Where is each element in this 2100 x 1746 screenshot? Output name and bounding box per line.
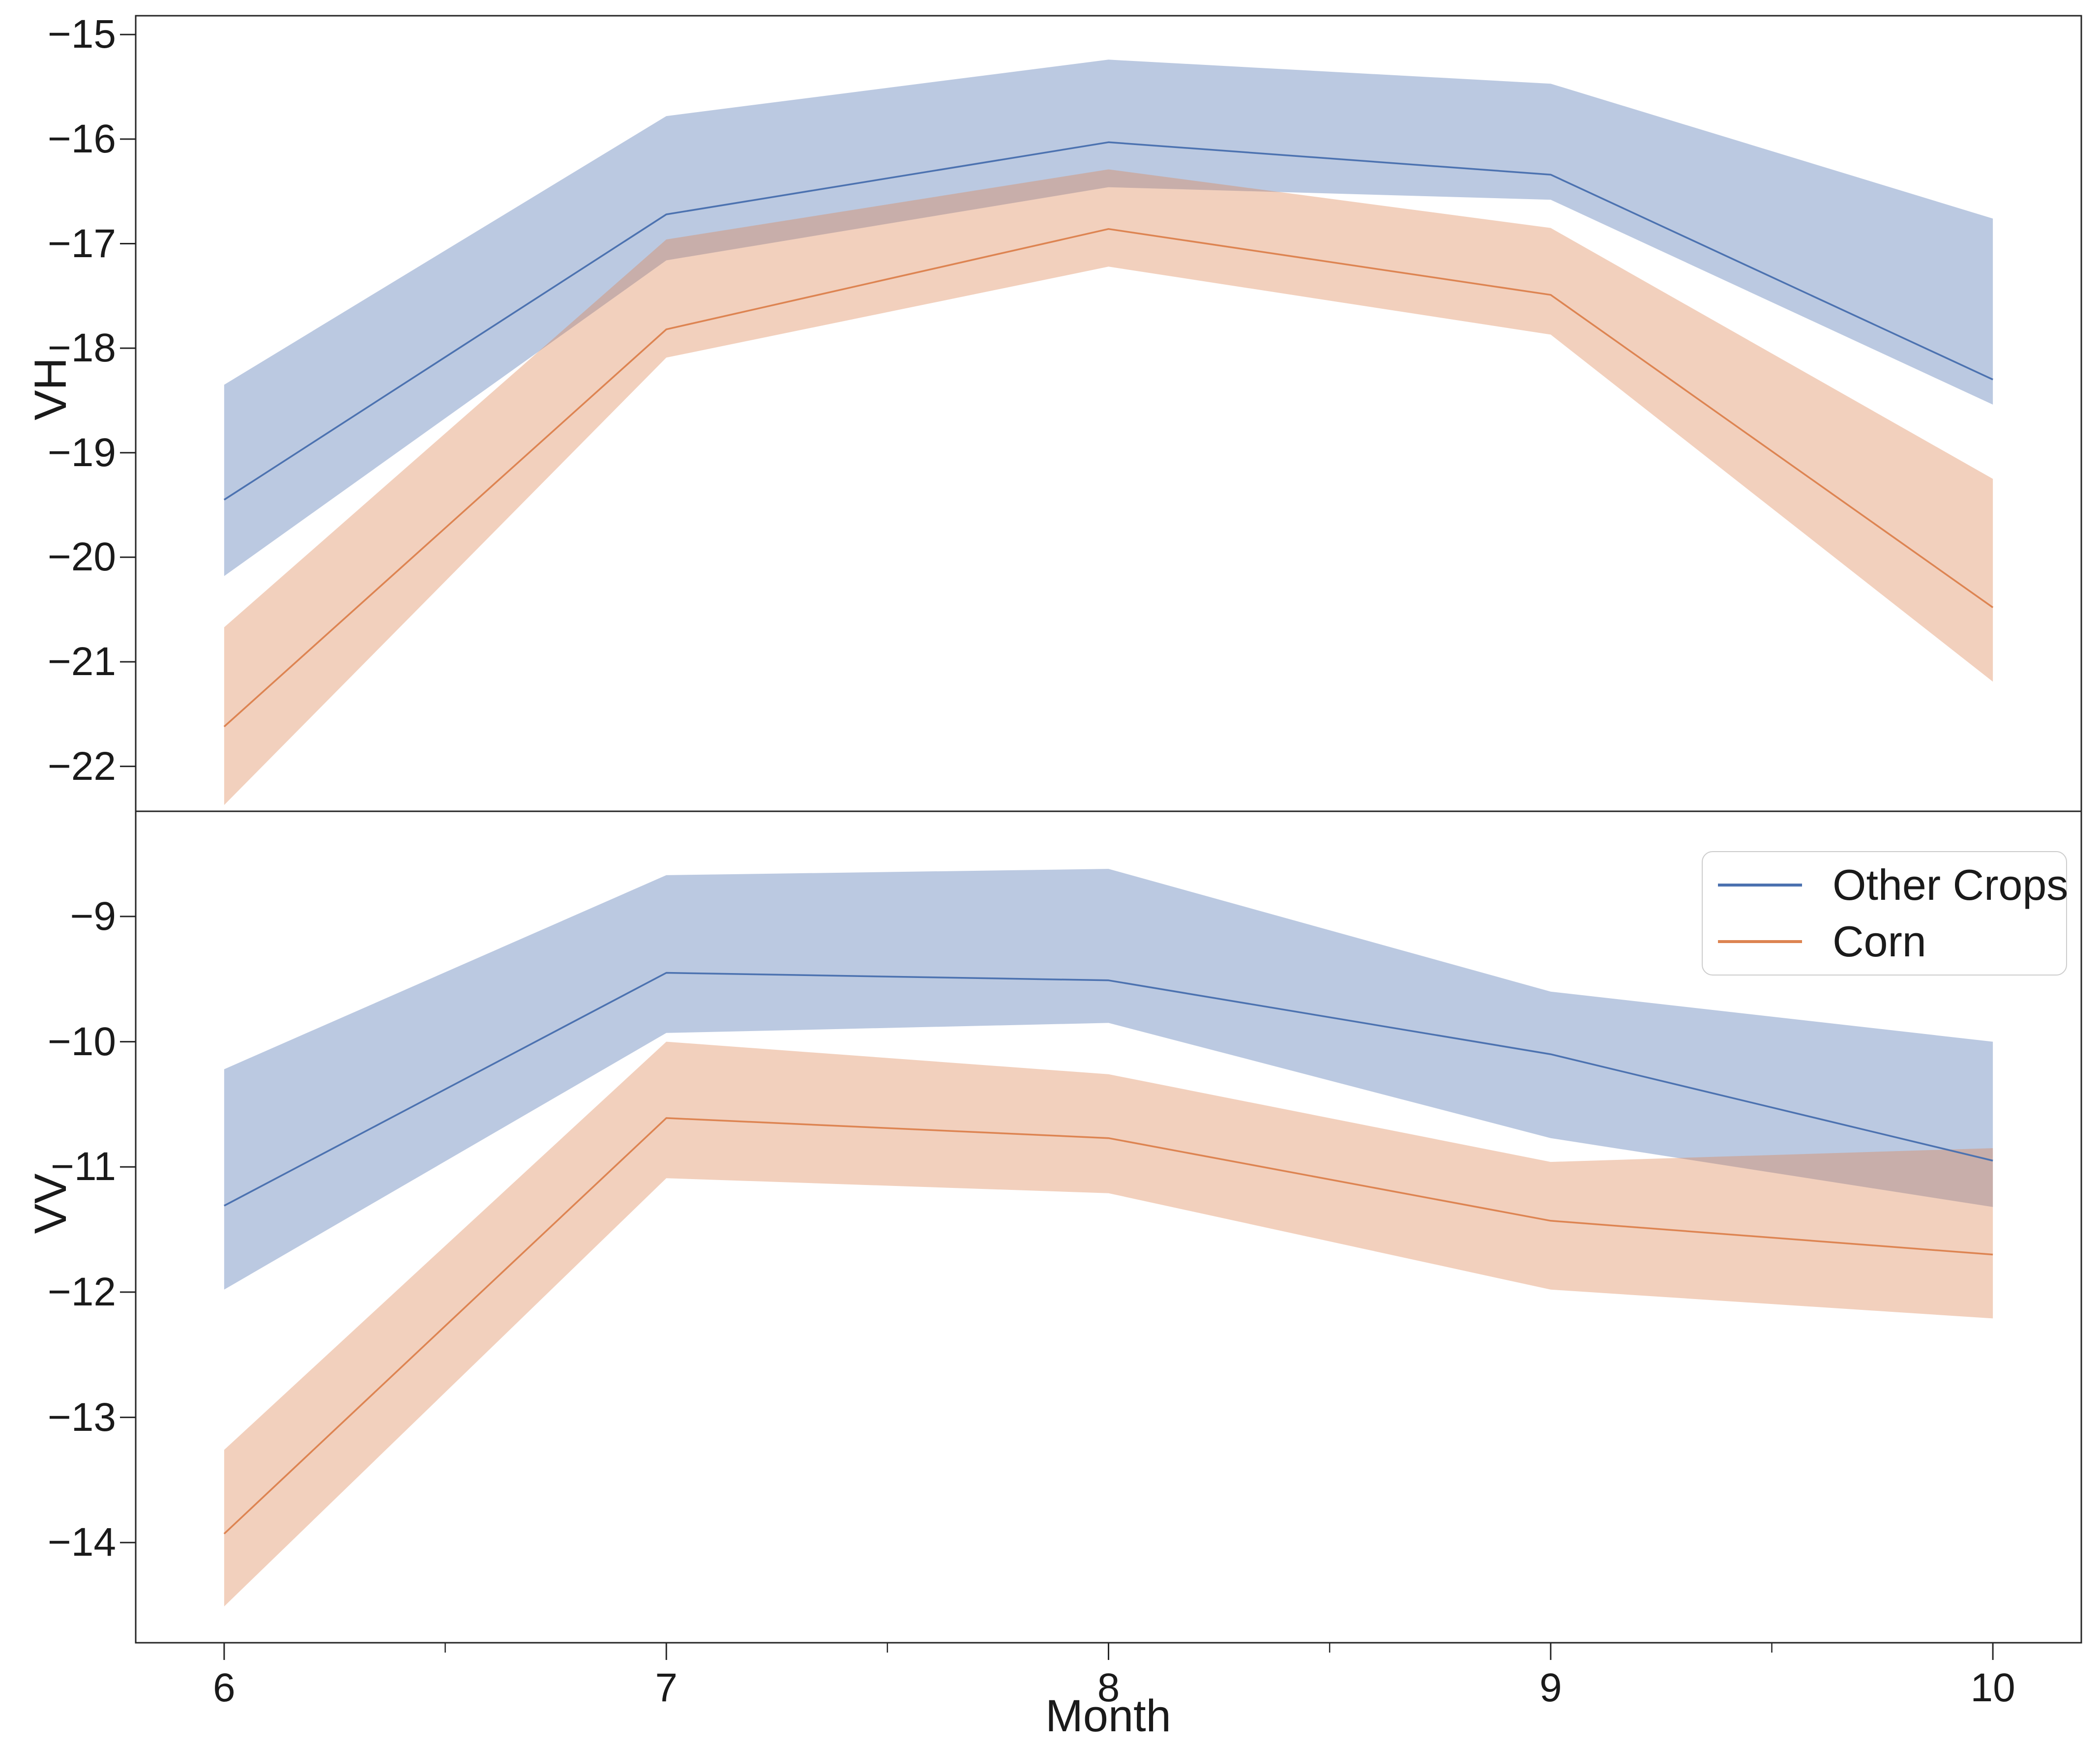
legend-label-other-crops: Other Crops bbox=[1833, 860, 2069, 910]
legend-label-corn: Corn bbox=[1833, 917, 1926, 966]
other-crops-line-swatch bbox=[1718, 884, 1802, 887]
y-tick-label: −21 bbox=[47, 639, 116, 684]
corn-line-swatch bbox=[1718, 940, 1802, 943]
y-tick-label: −12 bbox=[47, 1269, 116, 1314]
legend: Other Crops Corn bbox=[1702, 851, 2069, 976]
y-tick-label: −10 bbox=[47, 1019, 116, 1064]
y-tick-label: −14 bbox=[47, 1520, 116, 1565]
y-tick-label: −13 bbox=[47, 1394, 116, 1440]
x-tick-label: 8 bbox=[1097, 1665, 1120, 1710]
legend-entry-corn: Corn bbox=[1703, 915, 2066, 969]
y-tick-label: −17 bbox=[47, 221, 116, 266]
y-tick-label: −20 bbox=[47, 534, 116, 580]
y-tick-label: −15 bbox=[47, 12, 116, 57]
y-tick-label: −22 bbox=[47, 743, 116, 789]
y-tick-label: −16 bbox=[47, 116, 116, 161]
x-tick-label: 10 bbox=[1970, 1665, 2015, 1710]
x-tick-label: 9 bbox=[1539, 1665, 1562, 1710]
y-tick-label: −19 bbox=[47, 430, 116, 475]
y-tick-label: −9 bbox=[70, 893, 117, 939]
legend-entry-other-crops: Other Crops bbox=[1703, 858, 2069, 912]
y-tick-label: −11 bbox=[50, 1144, 116, 1189]
x-axis-label: Month bbox=[1045, 1691, 1171, 1741]
y-tick-label: −18 bbox=[47, 326, 116, 371]
x-tick-label: 7 bbox=[655, 1665, 678, 1710]
x-tick-label: 6 bbox=[213, 1665, 236, 1710]
